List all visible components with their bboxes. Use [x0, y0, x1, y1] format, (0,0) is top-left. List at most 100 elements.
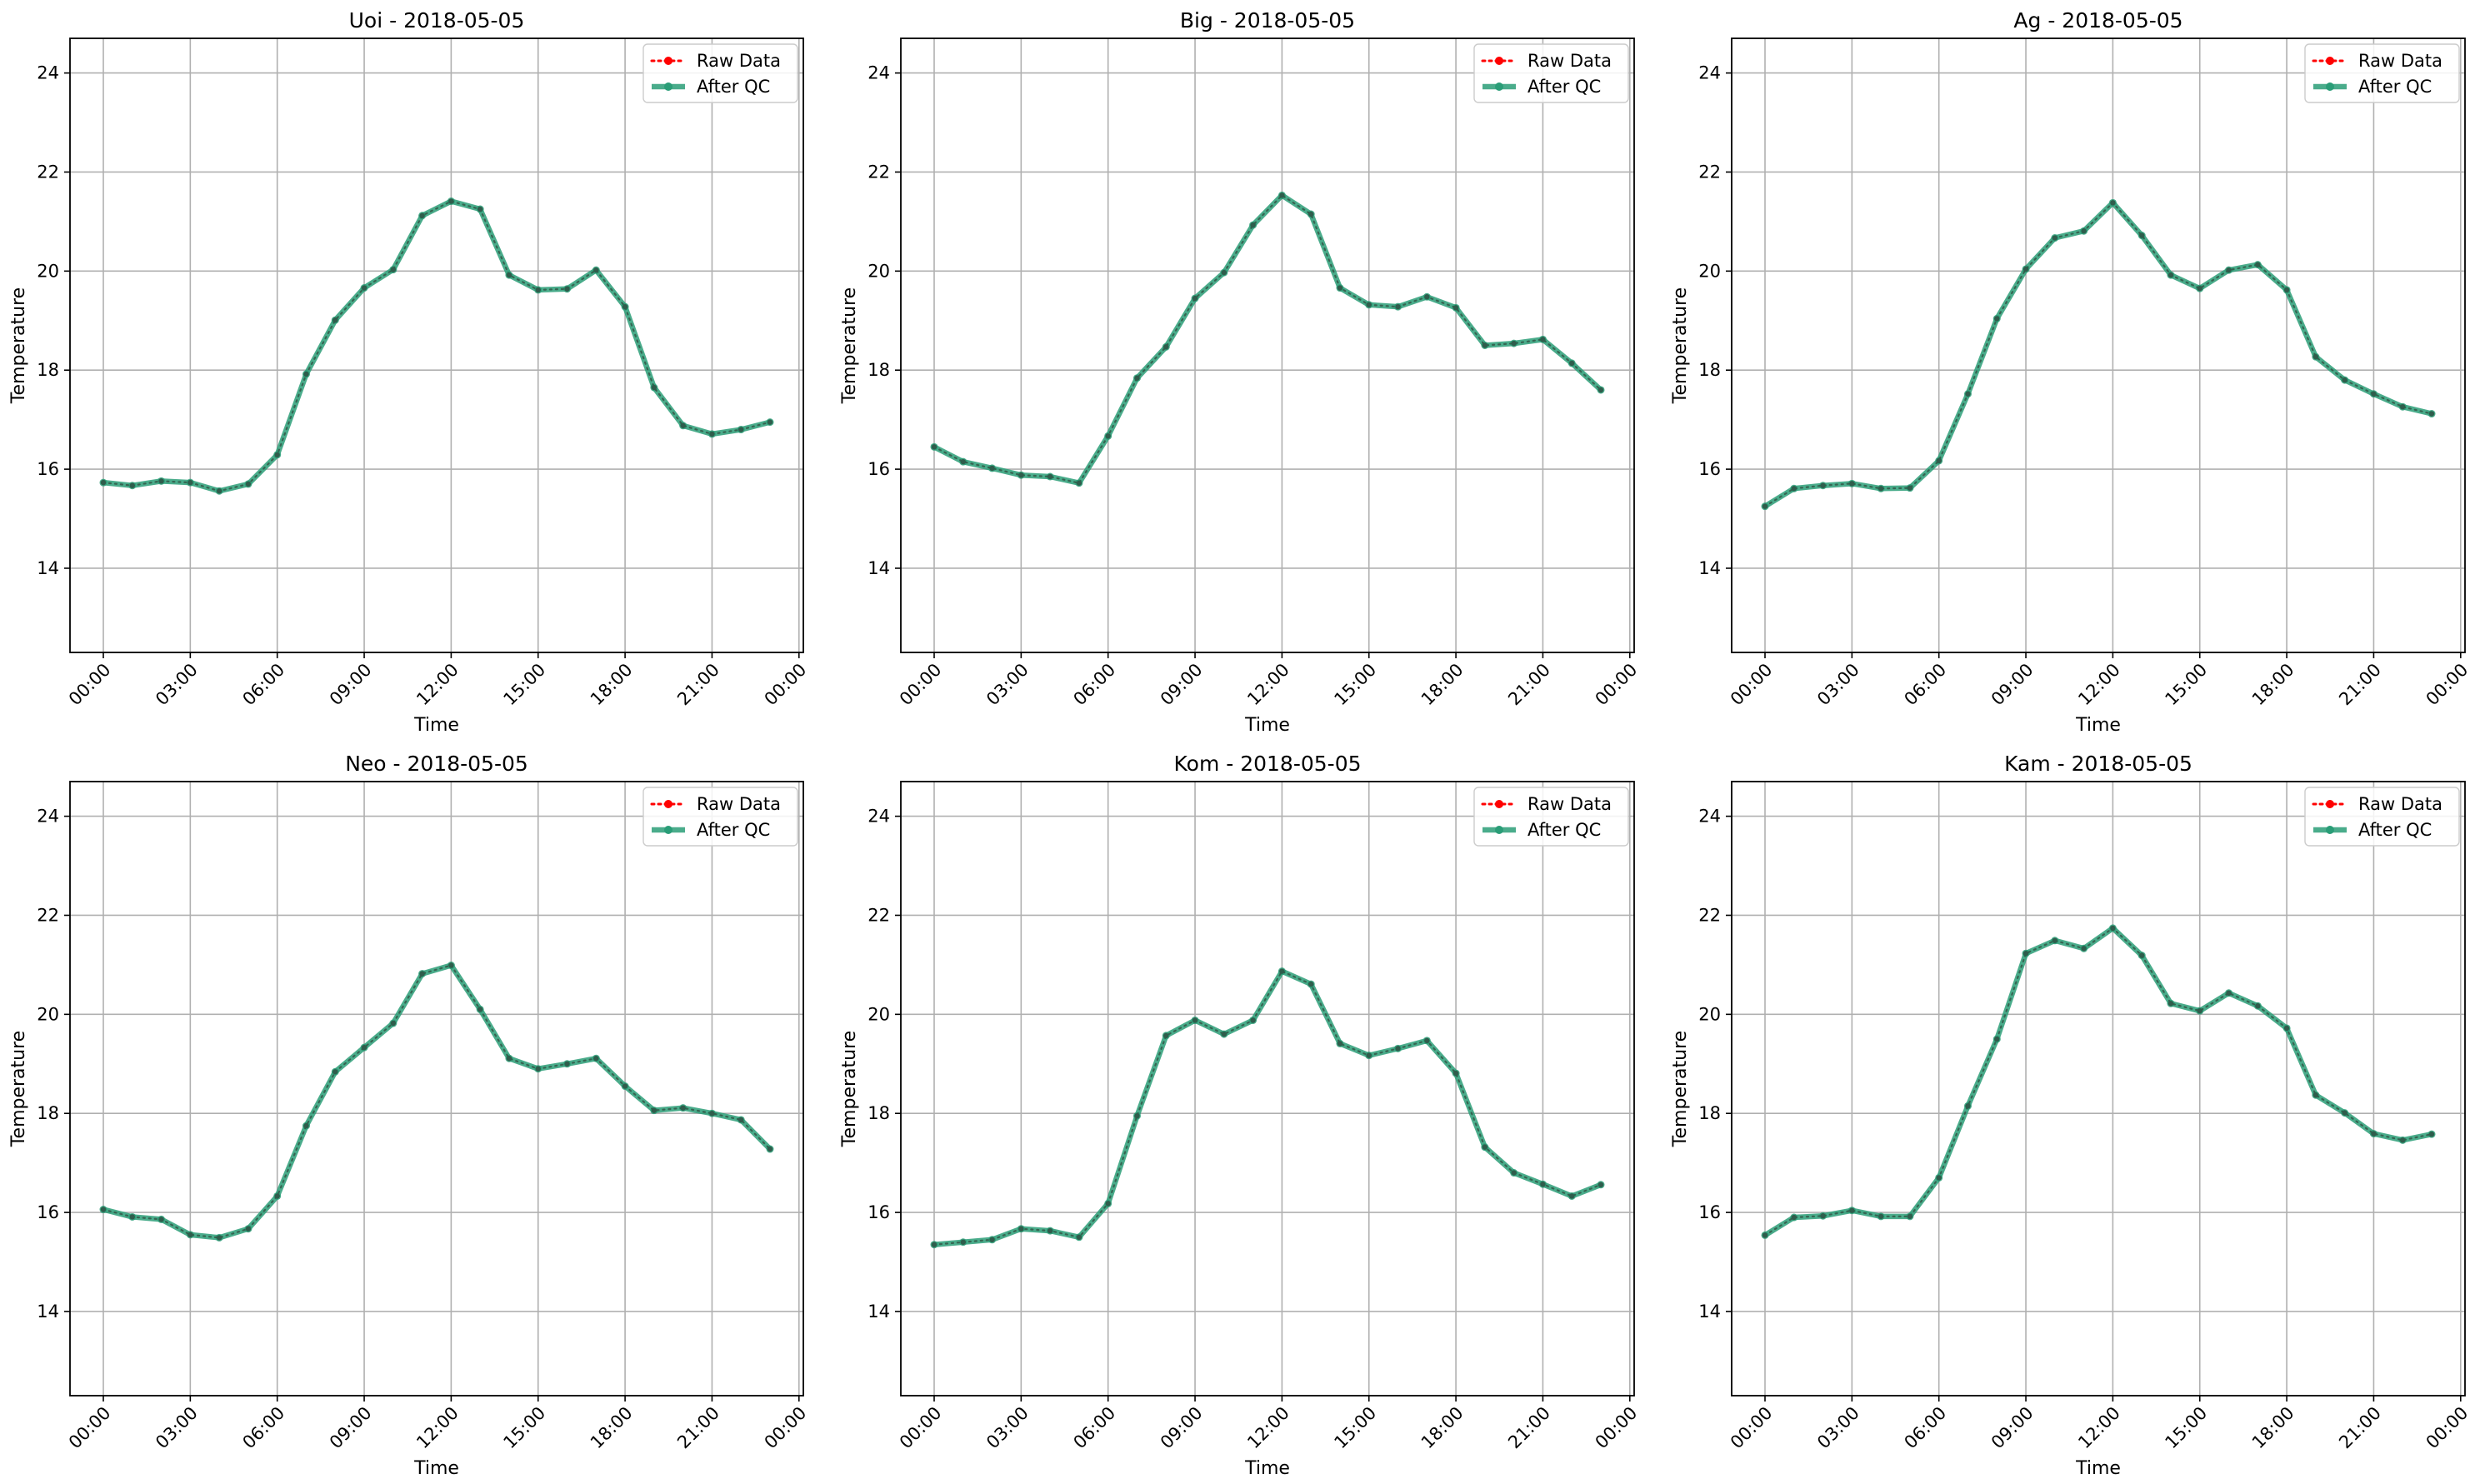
- raw-data-point: [1395, 303, 1401, 310]
- y-axis-label: Temperature: [8, 287, 29, 404]
- x-tick-label: 12:00: [412, 660, 462, 710]
- raw-data-point: [2110, 200, 2116, 206]
- raw-data-point: [2022, 951, 2029, 957]
- raw-data-point: [2110, 925, 2116, 932]
- y-tick-label: 22: [868, 905, 890, 925]
- x-tick-label: 09:00: [326, 660, 376, 710]
- raw-data-point: [361, 285, 368, 291]
- legend: Raw Data After QC: [642, 43, 798, 103]
- plot-frame: [69, 37, 804, 653]
- raw-data-point: [535, 287, 541, 293]
- y-tick-label: 18: [868, 1103, 890, 1123]
- y-tick-label: 20: [1698, 1004, 1721, 1024]
- legend-raw-marker: [1495, 800, 1503, 808]
- raw-data-point: [1791, 1214, 1797, 1221]
- raw-data-point: [2168, 1001, 2174, 1007]
- x-tick-label: 09:00: [326, 1403, 376, 1453]
- x-tick-label: 03:00: [982, 660, 1032, 710]
- raw-data-point: [448, 962, 454, 968]
- x-tick-label: 06:00: [1900, 660, 1950, 710]
- raw-data-point: [1511, 340, 1517, 347]
- raw-data-point: [2342, 377, 2348, 383]
- raw-data-point: [2255, 1003, 2261, 1009]
- raw-data-point: [216, 1235, 222, 1241]
- plot-frame: [900, 37, 1635, 653]
- raw-data-point: [651, 384, 658, 391]
- raw-data-point: [1337, 285, 1343, 291]
- raw-data-point: [2400, 404, 2406, 410]
- series-line-after-qc: [1762, 200, 2435, 509]
- raw-data-point: [1569, 360, 1575, 367]
- raw-data-point: [738, 427, 744, 432]
- y-axis-label: Temperature: [1670, 287, 1691, 404]
- subplot-title: Kom - 2018-05-05: [1174, 752, 1362, 776]
- legend-after-qc-marker: [1495, 826, 1503, 834]
- raw-data-point: [1482, 1144, 1488, 1150]
- raw-data-point: [1076, 1234, 1082, 1241]
- subplot-2: Big - 2018-05-05 14 16 18 20 22 24 00:00 03:00 06…: [839, 8, 1641, 736]
- y-tick-label: 14: [868, 558, 890, 578]
- raw-data-point: [1878, 486, 1884, 492]
- raw-data-point: [1452, 1070, 1459, 1077]
- legend-label-raw-data: Raw Data: [2358, 794, 2442, 814]
- x-tick-label: 00:00: [1727, 660, 1777, 710]
- legend-label-raw-data: Raw Data: [697, 51, 781, 71]
- raw-data-point: [1849, 1207, 1855, 1213]
- raw-data-point: [593, 267, 599, 273]
- raw-data-point: [2138, 232, 2145, 238]
- legend-raw-marker: [664, 57, 672, 65]
- series-line-raw-data: [932, 193, 1602, 484]
- raw-data-point: [593, 1056, 599, 1062]
- raw-data-point: [1018, 472, 1024, 478]
- legend-after-qc-marker: [664, 826, 672, 834]
- raw-data-point: [1192, 1017, 1198, 1023]
- x-tick-label: 06:00: [1069, 1403, 1119, 1453]
- y-tick-label: 24: [37, 807, 59, 827]
- raw-data-point: [2283, 1025, 2290, 1032]
- raw-data-point: [1047, 1227, 1053, 1234]
- y-tick-label: 24: [1698, 807, 1721, 827]
- y-tick-label: 14: [37, 558, 59, 578]
- legend-after-qc-marker: [664, 82, 672, 91]
- x-tick-label: 15:00: [1331, 1403, 1381, 1453]
- raw-data-point: [1907, 485, 1913, 491]
- raw-data-point: [680, 1105, 686, 1111]
- subplot-5: Kom - 2018-05-05 14 16 18 20 22 24 00:00 03:00 06…: [839, 752, 1641, 1479]
- raw-data-point: [216, 488, 222, 494]
- x-tick-label: 12:00: [1243, 660, 1293, 710]
- raw-data-point: [1308, 211, 1314, 217]
- raw-data-point: [2052, 937, 2058, 943]
- raw-data-point: [2168, 272, 2174, 278]
- raw-data-point: [1598, 1182, 1604, 1188]
- y-tick-label: 20: [1698, 261, 1721, 281]
- x-tick-label: 09:00: [1988, 1403, 2038, 1453]
- x-tick-label: 00:00: [65, 660, 115, 710]
- y-tick-label: 14: [1698, 558, 1721, 578]
- raw-data-point: [1820, 1213, 1826, 1219]
- x-tick-label: 00:00: [2422, 1403, 2472, 1453]
- y-tick-label: 24: [868, 807, 890, 827]
- raw-data-point: [332, 1069, 338, 1075]
- y-tick-label: 24: [868, 63, 890, 83]
- x-tick-label: 15:00: [2162, 660, 2212, 710]
- x-tick-label: 06:00: [238, 1403, 288, 1453]
- raw-data-point: [100, 1207, 107, 1212]
- series-line-raw-data: [102, 964, 772, 1239]
- raw-data-point: [2371, 391, 2377, 397]
- legend-after-qc-marker: [2326, 826, 2334, 834]
- raw-data-point: [2081, 946, 2087, 952]
- raw-data-point: [303, 1122, 309, 1129]
- legend-raw-marker: [2326, 57, 2334, 65]
- x-tick-label: 03:00: [152, 660, 202, 710]
- raw-data-point: [931, 444, 938, 450]
- y-tick-label: 16: [37, 459, 59, 479]
- raw-data-point: [1134, 375, 1140, 381]
- raw-data-point: [1994, 316, 2000, 322]
- x-tick-label: 15:00: [500, 1403, 550, 1453]
- raw-data-point: [2226, 267, 2232, 273]
- legend-after-qc-marker: [2326, 82, 2334, 91]
- series-line-raw-data: [1763, 927, 2433, 1237]
- x-tick-label: 12:00: [1243, 1403, 1293, 1453]
- raw-data-point: [1308, 981, 1314, 987]
